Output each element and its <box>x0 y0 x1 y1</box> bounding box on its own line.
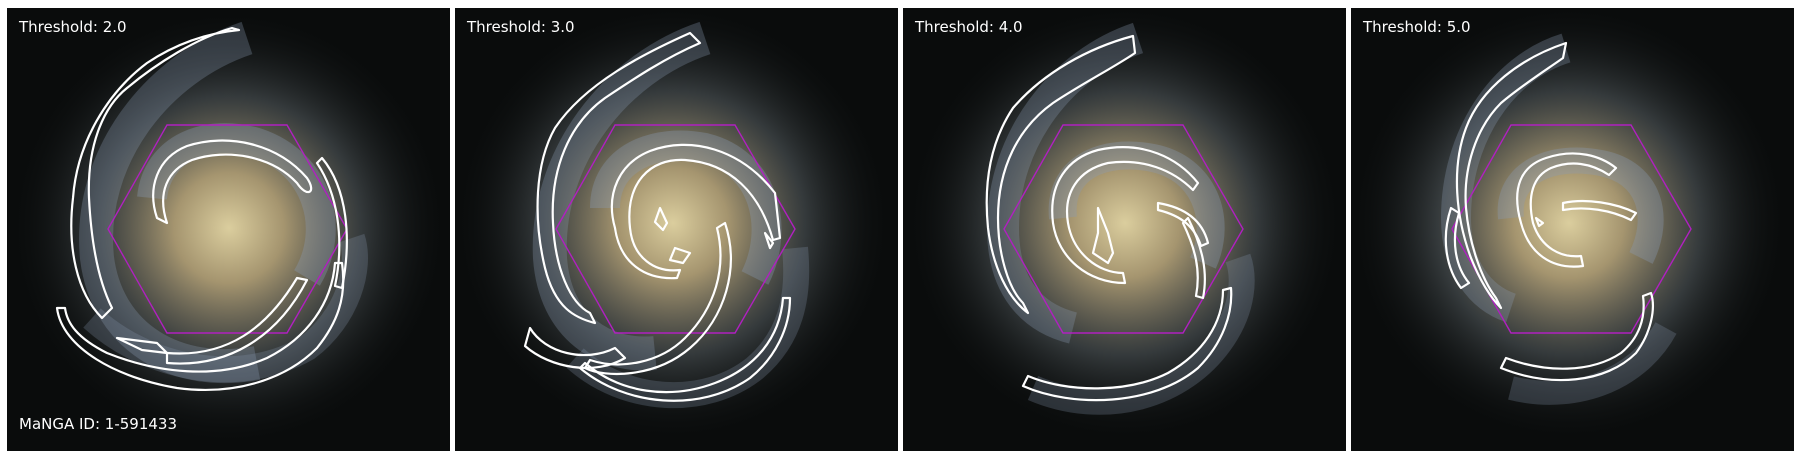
galaxy-image <box>7 8 450 451</box>
galaxy-image <box>455 8 898 451</box>
threshold-label: Threshold: 3.0 <box>467 18 575 36</box>
threshold-label: Threshold: 2.0 <box>19 18 127 36</box>
threshold-panel-4: Threshold: 4.0 <box>903 8 1346 451</box>
threshold-label: Threshold: 4.0 <box>915 18 1023 36</box>
threshold-panel-3: Threshold: 3.0 <box>455 8 898 451</box>
threshold-panel-2: Threshold: 2.0 MaNGA ID: 1-591433 <box>7 8 450 451</box>
galaxy-image <box>903 8 1346 451</box>
arm-contours <box>55 26 348 391</box>
arm-contours <box>985 34 1233 402</box>
threshold-label: Threshold: 5.0 <box>1363 18 1471 36</box>
arm-contours <box>523 31 792 402</box>
arm-contours <box>1444 41 1654 382</box>
ifu-hexagon <box>1451 124 1692 334</box>
ifu-hexagon <box>555 124 796 334</box>
galaxy-image <box>1351 8 1794 451</box>
threshold-panel-5: Threshold: 5.0 <box>1351 8 1794 451</box>
ifu-hexagon <box>1003 124 1244 334</box>
galaxy-id-label: MaNGA ID: 1-591433 <box>19 415 178 433</box>
